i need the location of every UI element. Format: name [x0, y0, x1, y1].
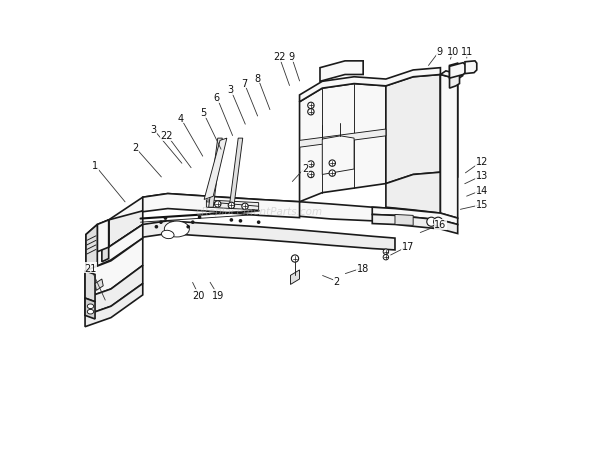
Circle shape [427, 218, 436, 227]
Polygon shape [85, 239, 143, 298]
Circle shape [308, 172, 314, 178]
Polygon shape [372, 215, 458, 234]
Text: 16: 16 [434, 220, 447, 230]
Text: 4: 4 [178, 113, 183, 123]
Text: 22: 22 [160, 131, 173, 140]
Polygon shape [372, 208, 458, 225]
Polygon shape [143, 194, 300, 218]
Text: eReplacementParts.com: eReplacementParts.com [195, 207, 322, 216]
Polygon shape [450, 63, 466, 79]
Polygon shape [290, 270, 300, 285]
Ellipse shape [165, 222, 189, 237]
Polygon shape [86, 225, 97, 271]
Circle shape [383, 255, 389, 260]
Circle shape [329, 171, 336, 177]
Circle shape [230, 218, 233, 222]
Polygon shape [229, 139, 242, 209]
Text: 21: 21 [84, 263, 97, 273]
Circle shape [383, 249, 389, 255]
Text: 18: 18 [357, 263, 369, 273]
Text: 12: 12 [476, 157, 489, 167]
Text: 20: 20 [192, 290, 205, 300]
Text: 14: 14 [476, 185, 489, 196]
Polygon shape [395, 215, 413, 226]
Polygon shape [109, 221, 395, 259]
Text: 6: 6 [214, 93, 220, 103]
Circle shape [159, 221, 163, 224]
Text: 2: 2 [334, 277, 340, 286]
Text: 10: 10 [447, 47, 459, 57]
Polygon shape [322, 136, 354, 175]
Polygon shape [204, 139, 227, 200]
Polygon shape [102, 220, 109, 262]
Polygon shape [440, 75, 458, 177]
Polygon shape [440, 75, 458, 218]
Circle shape [257, 221, 260, 224]
Text: 9: 9 [437, 47, 442, 57]
Circle shape [155, 225, 158, 229]
Text: 19: 19 [212, 290, 224, 300]
Polygon shape [109, 211, 143, 248]
Polygon shape [86, 220, 143, 271]
Circle shape [329, 161, 336, 167]
Polygon shape [109, 194, 395, 233]
Text: 17: 17 [402, 242, 414, 252]
Text: 7: 7 [241, 78, 247, 89]
Polygon shape [320, 62, 363, 82]
Polygon shape [206, 201, 258, 211]
Text: 9: 9 [289, 52, 294, 62]
Polygon shape [97, 220, 109, 252]
Text: 8: 8 [255, 73, 261, 84]
Circle shape [434, 218, 442, 227]
Text: 3: 3 [227, 85, 234, 95]
Polygon shape [95, 280, 103, 291]
Polygon shape [85, 298, 95, 319]
Text: 15: 15 [476, 200, 489, 210]
Circle shape [308, 162, 314, 168]
Circle shape [291, 255, 299, 263]
Polygon shape [85, 266, 143, 316]
Text: 22: 22 [273, 52, 286, 62]
Polygon shape [465, 62, 477, 74]
Text: 13: 13 [476, 171, 489, 181]
Polygon shape [386, 75, 440, 184]
Circle shape [238, 219, 242, 223]
Polygon shape [386, 173, 440, 213]
Circle shape [215, 202, 221, 208]
Ellipse shape [87, 310, 94, 314]
Text: 11: 11 [461, 47, 473, 57]
Polygon shape [300, 68, 440, 102]
Circle shape [191, 221, 195, 224]
Polygon shape [85, 271, 95, 302]
Circle shape [308, 103, 314, 109]
Text: 2: 2 [302, 163, 308, 174]
Ellipse shape [87, 304, 94, 309]
Polygon shape [440, 72, 463, 80]
Text: 1: 1 [92, 161, 98, 171]
Circle shape [186, 225, 190, 229]
Circle shape [242, 204, 248, 210]
Polygon shape [209, 139, 222, 208]
Circle shape [163, 217, 168, 220]
Text: 3: 3 [150, 125, 156, 135]
Circle shape [308, 109, 314, 116]
Polygon shape [300, 130, 386, 148]
Text: 2: 2 [132, 143, 138, 153]
Circle shape [228, 203, 235, 209]
Polygon shape [300, 84, 386, 202]
Ellipse shape [162, 231, 174, 239]
Circle shape [198, 216, 201, 219]
Text: 5: 5 [200, 108, 206, 118]
Polygon shape [450, 64, 460, 89]
Polygon shape [85, 284, 143, 327]
